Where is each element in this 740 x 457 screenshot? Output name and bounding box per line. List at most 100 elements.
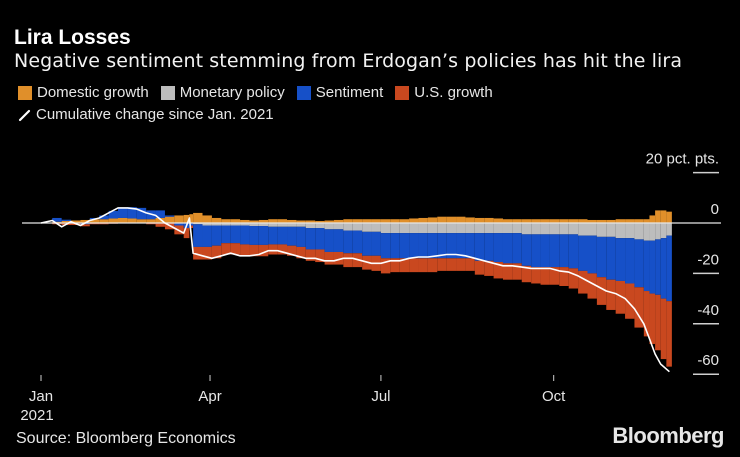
bar-sentiment xyxy=(127,207,137,219)
bar-domestic-growth xyxy=(343,219,353,223)
bar-sentiment xyxy=(221,225,231,244)
bar-sentiment xyxy=(587,235,597,274)
bar-u-s-growth xyxy=(287,245,297,256)
bar-monetary-policy xyxy=(578,223,588,236)
bar-u-s-growth xyxy=(418,258,428,273)
bar-u-s-growth xyxy=(146,223,156,225)
bar-domestic-growth xyxy=(484,217,494,223)
bar-sentiment xyxy=(655,239,661,295)
bar-sentiment xyxy=(446,233,457,259)
bar-domestic-growth xyxy=(474,217,485,223)
bar-u-s-growth xyxy=(211,245,222,259)
bar-domestic-growth xyxy=(268,219,278,223)
bar-domestic-growth xyxy=(240,219,250,223)
legend-label: U.S. growth xyxy=(414,84,493,101)
bar-sentiment xyxy=(174,223,184,226)
bar-domestic-growth xyxy=(287,219,297,223)
bar-sentiment xyxy=(596,236,607,278)
bar-sentiment xyxy=(268,226,278,245)
legend-item-domestic-growth: Domestic growth xyxy=(18,84,149,101)
legend-label: Sentiment xyxy=(315,84,384,101)
bar-sentiment xyxy=(615,238,626,281)
bar-sentiment xyxy=(559,234,569,268)
bar-monetary-policy xyxy=(409,223,419,234)
bar-domestic-growth xyxy=(155,217,165,223)
x-tick-label: Jul xyxy=(371,388,390,405)
bar-u-s-growth xyxy=(240,244,250,256)
bar-monetary-policy xyxy=(660,223,667,239)
bar-monetary-policy xyxy=(540,223,550,235)
bar-sentiment xyxy=(474,233,485,261)
bar-sentiment xyxy=(465,233,475,259)
bar-domestic-growth xyxy=(380,219,391,223)
legend-label: Domestic growth xyxy=(37,84,149,101)
bar-domestic-growth xyxy=(587,219,597,223)
bar-u-s-growth xyxy=(615,280,626,314)
bar-sentiment xyxy=(643,240,650,292)
bar-u-s-growth xyxy=(89,223,100,225)
bar-sentiment xyxy=(249,226,259,245)
bar-monetary-policy xyxy=(399,223,410,234)
bar-domestic-growth xyxy=(89,219,100,223)
bar-sentiment xyxy=(52,217,62,222)
bar-domestic-growth xyxy=(249,220,259,223)
bar-sentiment xyxy=(606,236,616,280)
bar-sentiment xyxy=(117,207,128,218)
bar-sentiment xyxy=(660,238,667,299)
bar-monetary-policy xyxy=(474,223,485,234)
legend: Domestic growth Monetary policy Sentimen… xyxy=(18,84,493,101)
source-note: Source: Bloomberg Economics xyxy=(16,430,236,447)
bar-u-s-growth xyxy=(268,244,278,255)
bar-domestic-growth xyxy=(512,219,522,223)
bar-u-s-growth xyxy=(666,301,672,367)
bar-sentiment xyxy=(568,234,579,269)
y-tick-label: 0 xyxy=(711,201,719,218)
bar-sentiment xyxy=(258,226,269,245)
bar-domestic-growth xyxy=(521,219,532,223)
bar-sentiment xyxy=(493,233,503,263)
y-tick-label: -60 xyxy=(697,352,719,369)
bar-domestic-growth xyxy=(202,215,212,223)
chart-subtitle: Negative sentiment stemming from Erdogan… xyxy=(14,50,683,72)
bar-monetary-policy xyxy=(521,223,532,235)
bar-domestic-growth xyxy=(174,215,184,223)
bar-domestic-growth xyxy=(189,214,194,223)
bar-monetary-policy xyxy=(446,223,457,234)
bar-u-s-growth xyxy=(437,258,447,271)
bar-monetary-policy xyxy=(531,223,541,235)
bar-monetary-policy xyxy=(456,223,466,234)
bar-sentiment xyxy=(315,228,325,250)
bar-domestic-growth xyxy=(446,216,457,223)
bar-monetary-policy xyxy=(437,223,447,234)
bar-u-s-growth xyxy=(465,258,475,271)
bar-monetary-policy xyxy=(211,223,222,226)
bar-domestic-growth xyxy=(596,219,607,223)
bar-monetary-policy xyxy=(258,223,269,227)
bar-u-s-growth xyxy=(305,249,316,261)
bar-sentiment xyxy=(164,215,175,217)
bar-u-s-growth xyxy=(277,244,288,255)
bar-sentiment xyxy=(61,219,72,221)
bar-monetary-policy xyxy=(362,223,372,232)
bar-u-s-growth xyxy=(249,244,259,257)
bar-domestic-growth xyxy=(399,219,410,223)
bar-u-s-growth xyxy=(446,258,457,271)
bar-monetary-policy xyxy=(315,223,325,229)
legend-item-monetary-policy: Monetary policy xyxy=(160,84,285,101)
bar-domestic-growth xyxy=(99,219,109,223)
y-axis: 20 pct. pts. 0 -20 -40 -60 xyxy=(646,151,719,375)
bar-sentiment xyxy=(634,239,644,288)
bar-sentiment xyxy=(578,235,588,271)
bar-u-s-growth xyxy=(189,225,194,229)
bar-domestic-growth xyxy=(634,219,644,223)
bar-u-s-growth xyxy=(80,224,90,227)
bar-monetary-policy xyxy=(268,223,278,227)
bar-sentiment xyxy=(99,215,109,220)
x-tick-sublabel: 2021 xyxy=(20,407,53,424)
bar-u-s-growth xyxy=(484,260,494,276)
bar-monetary-policy xyxy=(559,223,569,235)
bar-domestic-growth xyxy=(117,217,128,223)
bar-sentiment xyxy=(352,230,363,254)
bar-domestic-growth xyxy=(277,219,288,223)
